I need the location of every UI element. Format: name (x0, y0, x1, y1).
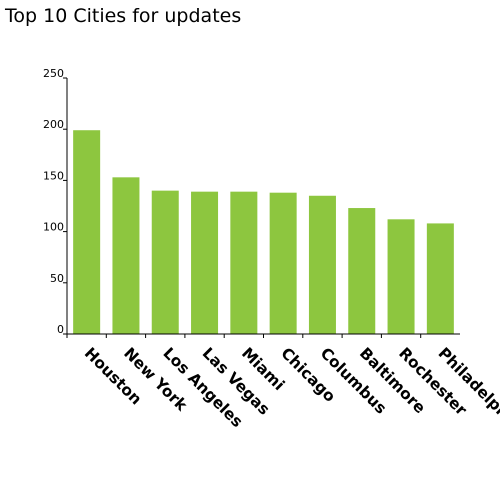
bar (73, 130, 101, 334)
bar (151, 190, 179, 334)
bar (308, 195, 336, 334)
bars-group (73, 130, 454, 334)
bar (426, 223, 454, 334)
bar (191, 191, 219, 334)
y-tick-label: 50 (50, 272, 64, 285)
y-tick-label: 150 (43, 169, 64, 182)
bar (112, 177, 140, 334)
y-tick-label: 250 (43, 67, 64, 80)
y-tick-label: 200 (43, 118, 64, 131)
y-tick-label: 100 (43, 221, 64, 234)
y-tick-label: 0 (57, 323, 64, 336)
bar (230, 191, 258, 334)
bar (269, 192, 297, 334)
chart-title: Top 10 Cities for updates (5, 5, 242, 27)
y-axis-ticks: 0 50 100 150 200 250 (43, 67, 67, 336)
bar (348, 208, 376, 334)
bar (387, 219, 415, 334)
